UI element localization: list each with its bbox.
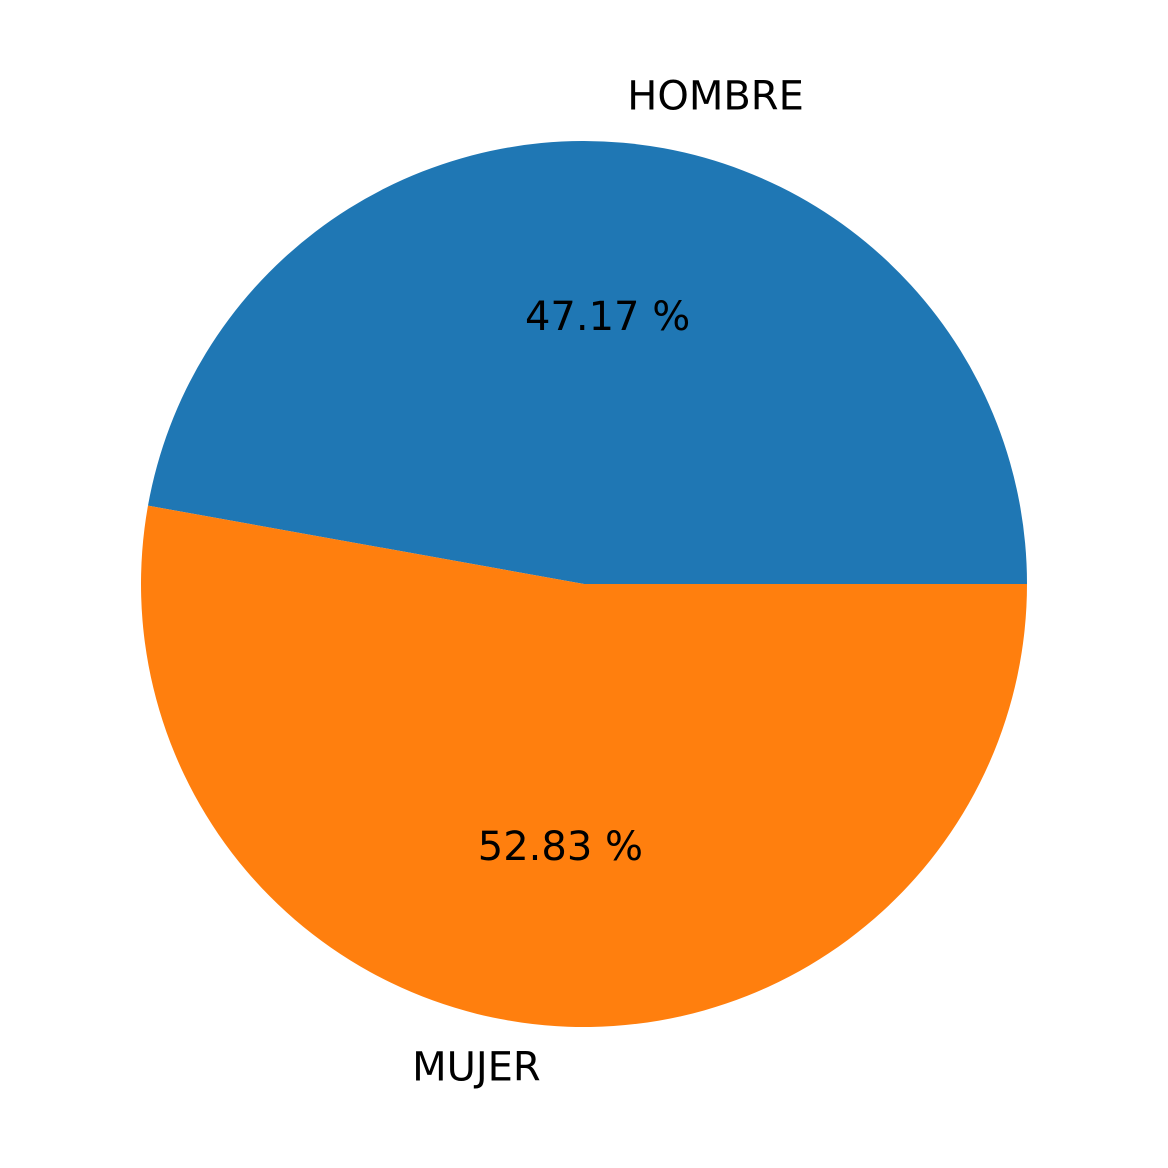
pie-labels: HOMBRE 47.17 % MUJER 52.83 %: [412, 74, 804, 1091]
slice-percent-mujer: 52.83 %: [478, 824, 643, 870]
slice-label-hombre: HOMBRE: [627, 74, 804, 120]
slice-percent-hombre: 47.17 %: [525, 294, 690, 340]
pie-slice-mujer: [141, 505, 1027, 1027]
pie-slice-hombre: [147, 140, 1027, 584]
pie-slices: [141, 140, 1027, 1027]
slice-label-mujer: MUJER: [412, 1044, 541, 1090]
